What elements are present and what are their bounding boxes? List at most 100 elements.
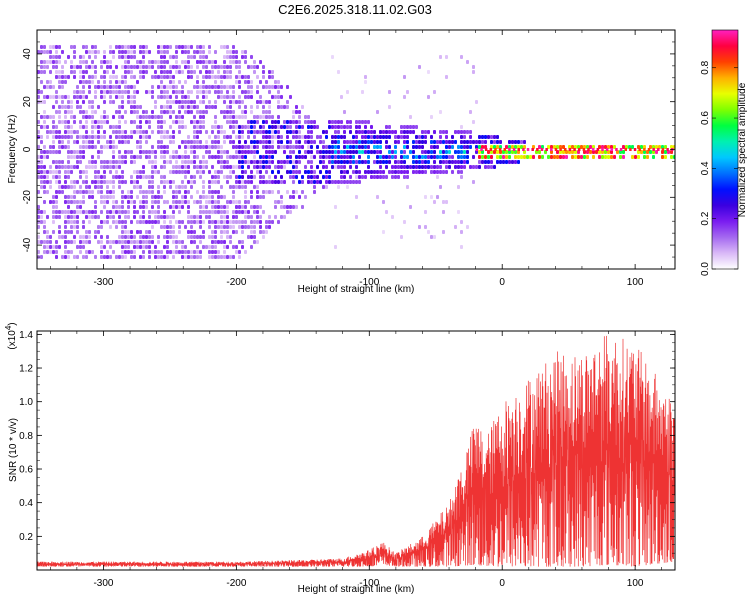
spectrogram-cell [550,155,553,159]
spectrogram-cell [88,165,91,169]
spectrogram-cell [166,150,169,154]
spectrogram-cell [154,200,157,204]
spectrogram-cell [388,155,391,159]
spectrogram-cell [193,105,196,109]
spectrogram-cell [220,240,223,244]
spectrogram-carrier-cell [568,148,572,151]
spectrogram-cell [130,160,133,164]
spectrogram-cell [271,75,274,79]
spectrogram-cell [259,205,262,209]
spectrogram-cell [484,155,487,159]
spectrogram-cell [355,160,358,164]
spectrogram-cell [115,165,118,169]
spectrogram-cell [217,70,220,74]
spectrogram-cell [88,85,91,89]
spectrogram-cell [166,135,169,139]
spectrogram-cell [43,65,46,69]
spectrogram-cell [52,215,55,219]
spectrogram-cell [67,55,70,59]
spectrogram-cell [496,155,499,159]
spectrogram-cell [445,130,448,134]
spectrogram-cell [235,155,238,159]
spectrogram-cell [151,190,154,194]
spectrogram-cell [151,240,154,244]
spectrogram-cell [238,130,241,134]
spectrogram-cell [403,145,406,149]
spectrogram-cell [307,125,310,129]
spectrogram-cell [124,85,127,89]
spectrogram-cell [277,85,280,89]
spectrogram-cell [175,70,178,74]
spectrogram-cell [169,75,172,79]
spectrogram-cell [478,160,481,164]
spectrogram-cell [142,240,145,244]
spectrogram-cell [211,245,214,249]
spectrogram-cell [55,255,58,259]
spectrogram-cell [121,130,124,134]
spectrogram-cell [124,65,127,69]
spectrogram-cell [664,155,667,159]
spectrogram-cell [514,155,517,159]
spectrogram-cell [247,180,250,184]
spectrogram-cell [52,145,55,149]
spectrogram-cell [100,245,103,249]
spectrogram-cell [337,165,340,169]
spectrogram-cell [196,135,199,139]
spectrogram-cell [277,200,280,204]
y-tick-label: -40 [22,237,33,252]
spectrogram-cell [364,140,367,144]
spectrogram-cell [232,185,235,189]
spectrogram-cell [139,205,142,209]
spectrogram-cell [88,135,91,139]
spectrogram-cell [73,165,76,169]
spectrogram-cell [82,155,85,159]
spectrogram-cell [91,130,94,134]
spectrogram-cell [40,240,43,244]
spectrogram-cell [235,245,238,249]
spectrogram-cell [337,140,340,144]
spectrogram-cell [292,165,295,169]
spectrogram-cell [79,80,82,84]
spectrogram-cell [85,190,88,194]
spectrogram-cell [457,155,460,159]
y-tick-label: 20 [22,96,33,108]
spectrogram-cell [55,45,58,49]
spectrogram-cell [643,155,646,159]
spectrogram-cell [349,145,352,149]
spectrogram-cell [202,190,205,194]
spectrogram-cell [37,240,40,244]
spectrogram-cell [109,75,112,79]
spectrogram-cell [436,155,439,159]
spectrogram-cell [220,195,223,199]
spectrogram-cell [64,165,67,169]
spectrogram-cell [139,50,142,54]
spectrogram-cell [40,115,43,119]
spectrogram-cell [451,155,454,159]
spectrogram-cell [634,155,637,159]
spectrogram-cell [49,180,52,184]
spectrogram-cell [106,215,109,219]
spectrogram-cell [190,225,193,229]
spectrogram-cell [208,145,211,149]
spectrogram-cell [277,115,280,119]
spectrogram-cell [256,190,259,194]
spectrogram-cell [139,200,142,204]
spectrogram-cell [172,195,175,199]
spectrogram-cell [196,245,199,249]
spectrogram-cell [241,150,244,154]
spectrogram-cell [76,85,79,89]
snr-y-axis-label: SNR (10 * v/v) [8,418,19,482]
spectrogram-cell [253,225,256,229]
spectrogram-cell [157,125,160,129]
spectrogram-cell [244,60,247,64]
spectrogram-cell [160,135,163,139]
spectrogram-cell [277,190,280,194]
spectrogram-cell [424,140,427,144]
spectrogram-cell [121,135,124,139]
spectrogram-cell [133,65,136,69]
spectrogram-cell [52,95,55,99]
spectrogram-cell [91,250,94,254]
spectrogram-cell [253,145,256,149]
spectrogram-cell [220,255,223,259]
spectrogram-cell [127,135,130,139]
